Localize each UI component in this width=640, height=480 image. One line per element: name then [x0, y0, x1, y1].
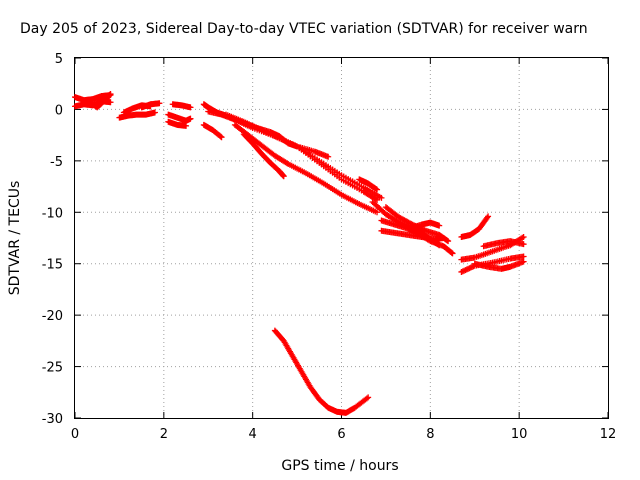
y-axis-label: SDTVAR / TECUs [7, 181, 23, 296]
data-point [520, 241, 527, 248]
data-point [520, 233, 527, 240]
data-point [218, 134, 225, 141]
series-arc-p [240, 131, 287, 180]
data-point [156, 100, 163, 107]
data-point [372, 196, 379, 203]
data-point [325, 153, 332, 160]
x-tick-label: 12 [600, 427, 617, 442]
x-axis-label: GPS time / hours [281, 458, 398, 474]
data-point [445, 238, 452, 245]
series-arc-o [231, 121, 381, 216]
data-point [520, 258, 527, 265]
data-point [183, 122, 190, 129]
y-tick-label: -30 [42, 412, 63, 427]
y-tick-label: -5 [50, 155, 63, 170]
x-tick-label: 0 [71, 427, 79, 442]
series-arc-f [138, 100, 163, 111]
data-point [426, 237, 433, 244]
data-point [365, 394, 372, 401]
series-arc-w [458, 213, 492, 240]
data-point [484, 214, 491, 221]
chart-title: Day 205 of 2023, Sidereal Day-to-day VTE… [20, 21, 588, 37]
data-point [520, 253, 527, 260]
series-arc-h [165, 111, 194, 124]
series-arc-k [200, 121, 225, 141]
plot-frame [74, 57, 609, 419]
data-point [363, 395, 370, 402]
series-arc-g [169, 101, 194, 111]
data-point [519, 234, 526, 241]
data-point [107, 91, 114, 97]
data-point [449, 250, 456, 257]
series-arc-z [471, 258, 527, 272]
data-point [151, 109, 158, 116]
y-tick-label: 5 [55, 52, 63, 67]
x-tick-label: 10 [511, 427, 528, 442]
x-tick-label: 4 [249, 427, 257, 442]
series-arc-c [85, 91, 114, 111]
data-point [187, 104, 194, 111]
y-tick-label: -10 [42, 206, 63, 221]
data-point [283, 160, 290, 167]
x-tick-label: 2 [160, 427, 168, 442]
y-tick-label: -15 [42, 258, 63, 273]
axis-ticks: 0 2 4 6 8 10 12 5 0 -5 -10 -15 -20 -25 -30 [42, 52, 617, 442]
data-point [378, 194, 385, 201]
series-arc-i [165, 118, 190, 129]
data-point [107, 99, 114, 106]
data-point [280, 173, 287, 180]
y-tick-label: 0 [55, 103, 63, 118]
y-tick-label: -25 [42, 361, 63, 376]
data-marks [72, 91, 527, 416]
data-point [187, 115, 194, 122]
data-point [440, 235, 447, 241]
series-arc-aa [480, 238, 527, 250]
data-point [374, 186, 381, 193]
series-arc-ab [271, 327, 372, 416]
data-point [217, 133, 224, 140]
x-tick-label: 8 [426, 427, 434, 442]
series-arc-d [116, 109, 158, 121]
series-arc-q [356, 176, 381, 193]
data-point [374, 209, 381, 216]
data-point [436, 222, 443, 229]
series-arc-v [405, 219, 443, 232]
y-tick-label: -20 [42, 309, 63, 324]
series-arc-n [227, 114, 332, 160]
x-tick-label: 6 [337, 427, 345, 442]
data-point [374, 196, 381, 203]
data-point [485, 213, 492, 220]
data-point [448, 249, 455, 256]
